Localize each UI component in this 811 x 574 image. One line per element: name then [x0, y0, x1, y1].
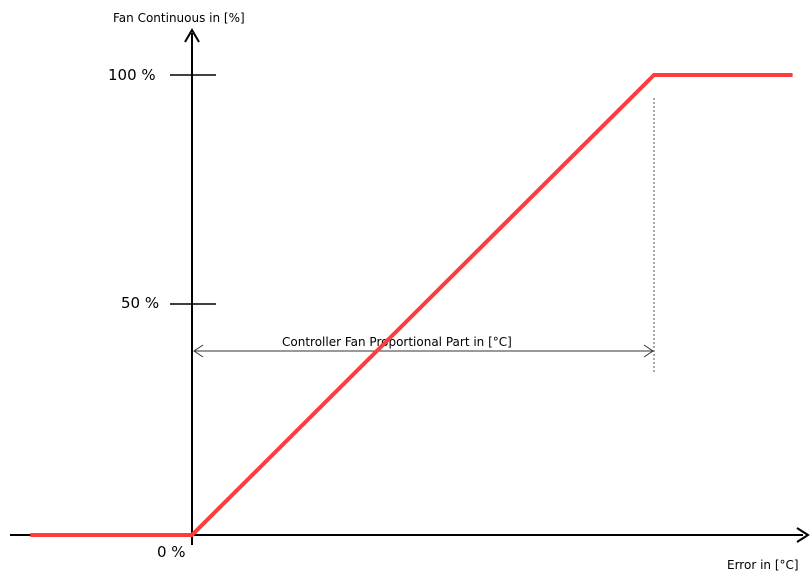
dimension-arrow-right — [643, 344, 654, 358]
dimension-arrow-left — [193, 344, 204, 358]
origin-label: 0 % — [157, 543, 186, 561]
x-axis-label: Error in [°C] — [727, 558, 799, 572]
y-tick-label-100: 100 % — [108, 66, 156, 84]
annotation-bg — [280, 333, 568, 349]
fan-output-line — [30, 73, 793, 537]
y-axis-arrow — [184, 28, 200, 43]
proportional-band-annotation: Controller Fan Proportional Part in [°C] — [282, 335, 512, 349]
y-axis-label: Fan Continuous in [%] — [113, 11, 245, 25]
x-axis-arrow — [796, 527, 810, 543]
y-tick-label-50: 50 % — [121, 294, 159, 312]
